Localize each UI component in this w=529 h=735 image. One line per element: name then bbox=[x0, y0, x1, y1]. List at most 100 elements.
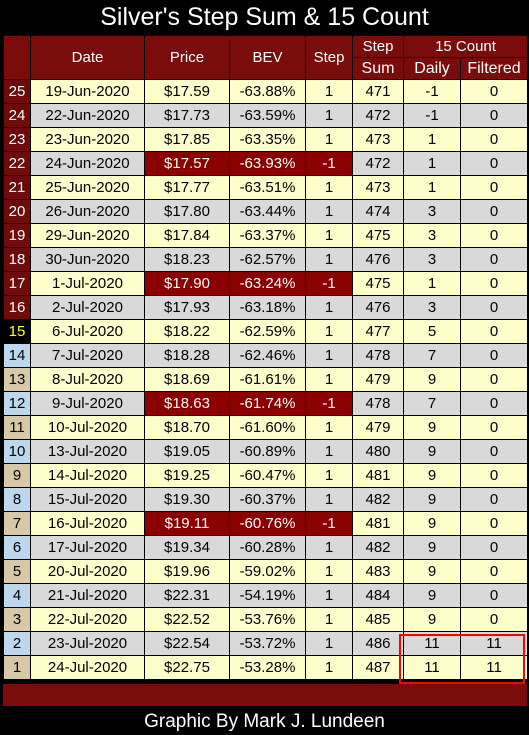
daily-count-cell: -1 bbox=[403, 79, 461, 104]
filtered-count-cell: 0 bbox=[459, 607, 529, 632]
price-cell: $18.70 bbox=[144, 415, 230, 440]
date-cell: 23-Jul-2020 bbox=[30, 631, 145, 656]
step-sum-cell: 481 bbox=[352, 463, 404, 488]
step-sum-cell: 485 bbox=[352, 607, 404, 632]
bev-cell: -63.93% bbox=[229, 151, 306, 176]
date-cell: 9-Jul-2020 bbox=[30, 391, 145, 416]
step-sum-cell: 487 bbox=[352, 655, 404, 680]
daily-count-cell: 9 bbox=[403, 487, 461, 512]
table-row: 9 14-Jul-2020 $19.25 -60.47% 1 481 9 0 bbox=[3, 463, 529, 488]
row-number: 18 bbox=[3, 247, 31, 272]
step-sum-cell: 479 bbox=[352, 415, 404, 440]
row-number: 15 bbox=[3, 319, 31, 344]
step-cell: 1 bbox=[305, 319, 353, 344]
filtered-count-cell: 0 bbox=[459, 223, 529, 248]
step-header: Step bbox=[305, 35, 353, 80]
table-row: 4 21-Jul-2020 $22.31 -54.19% 1 484 9 0 bbox=[3, 583, 529, 608]
row-number: 24 bbox=[3, 103, 31, 128]
table-row: 23 23-Jun-2020 $17.85 -63.35% 1 473 1 0 bbox=[3, 127, 529, 152]
row-number: 21 bbox=[3, 175, 31, 200]
daily-header: Daily bbox=[403, 57, 461, 80]
table-row: 22 24-Jun-2020 $17.57 -63.93% -1 472 1 0 bbox=[3, 151, 529, 176]
step-cell: 1 bbox=[305, 631, 353, 656]
filtered-count-cell: 0 bbox=[459, 151, 529, 176]
step-cell: -1 bbox=[305, 391, 353, 416]
row-number: 2 bbox=[3, 631, 31, 656]
table-row: 12 9-Jul-2020 $18.63 -61.74% -1 478 7 0 bbox=[3, 391, 529, 416]
bev-cell: -63.88% bbox=[229, 79, 306, 104]
filtered-count-cell: 0 bbox=[459, 79, 529, 104]
row-number: 22 bbox=[3, 151, 31, 176]
filtered-count-cell: 0 bbox=[459, 415, 529, 440]
price-cell: $17.73 bbox=[144, 103, 230, 128]
bev-cell: -59.02% bbox=[229, 559, 306, 584]
filtered-count-cell: 0 bbox=[459, 175, 529, 200]
step-sum-cell: 486 bbox=[352, 631, 404, 656]
date-cell: 19-Jun-2020 bbox=[30, 79, 145, 104]
row-number: 10 bbox=[3, 439, 31, 464]
bev-cell: -62.46% bbox=[229, 343, 306, 368]
step-cell: 1 bbox=[305, 79, 353, 104]
row-number: 7 bbox=[3, 511, 31, 536]
step-sum-cell: 479 bbox=[352, 367, 404, 392]
filtered-count-cell: 0 bbox=[459, 391, 529, 416]
row-number: 9 bbox=[3, 463, 31, 488]
filtered-count-cell: 0 bbox=[459, 127, 529, 152]
date-cell: 25-Jun-2020 bbox=[30, 175, 145, 200]
step-sum-cell: 473 bbox=[352, 175, 404, 200]
table-row: 24 22-Jun-2020 $17.73 -63.59% 1 472 -1 0 bbox=[3, 103, 529, 128]
daily-count-cell: 1 bbox=[403, 151, 461, 176]
daily-count-cell: 3 bbox=[403, 247, 461, 272]
daily-count-cell: 9 bbox=[403, 439, 461, 464]
date-header: Date bbox=[30, 35, 145, 80]
price-cell: $19.96 bbox=[144, 559, 230, 584]
bev-cell: -53.72% bbox=[229, 631, 306, 656]
daily-count-cell: 9 bbox=[403, 415, 461, 440]
table-row: 5 20-Jul-2020 $19.96 -59.02% 1 483 9 0 bbox=[3, 559, 529, 584]
step-sum-header-bottom: Sum bbox=[352, 57, 404, 80]
price-cell: $18.22 bbox=[144, 319, 230, 344]
step-cell: -1 bbox=[305, 511, 353, 536]
filtered-count-cell: 0 bbox=[459, 439, 529, 464]
date-cell: 17-Jul-2020 bbox=[30, 535, 145, 560]
step-cell: 1 bbox=[305, 607, 353, 632]
step-sum-cell: 478 bbox=[352, 391, 404, 416]
bev-cell: -53.76% bbox=[229, 607, 306, 632]
table-row: 10 13-Jul-2020 $19.05 -60.89% 1 480 9 0 bbox=[3, 439, 529, 464]
step-sum-cell: 482 bbox=[352, 487, 404, 512]
table-row: 8 15-Jul-2020 $19.30 -60.37% 1 482 9 0 bbox=[3, 487, 529, 512]
price-cell: $18.23 bbox=[144, 247, 230, 272]
row-number: 8 bbox=[3, 487, 31, 512]
date-cell: 21-Jul-2020 bbox=[30, 583, 145, 608]
table-row: 17 1-Jul-2020 $17.90 -63.24% -1 475 1 0 bbox=[3, 271, 529, 296]
date-cell: 2-Jul-2020 bbox=[30, 295, 145, 320]
row-number: 17 bbox=[3, 271, 31, 296]
step-sum-cell: 480 bbox=[352, 439, 404, 464]
table-row: 16 2-Jul-2020 $17.93 -63.18% 1 476 3 0 bbox=[3, 295, 529, 320]
step-sum-cell: 484 bbox=[352, 583, 404, 608]
row-number: 11 bbox=[3, 415, 31, 440]
price-cell: $19.30 bbox=[144, 487, 230, 512]
filtered-count-cell: 0 bbox=[459, 487, 529, 512]
step-cell: -1 bbox=[305, 271, 353, 296]
row-number: 20 bbox=[3, 199, 31, 224]
table-footer-bar bbox=[3, 684, 527, 706]
graphic-credit: Graphic By Mark J. Lundeen bbox=[144, 710, 385, 732]
daily-count-cell: 9 bbox=[403, 463, 461, 488]
step-sum-cell: 477 bbox=[352, 319, 404, 344]
daily-count-cell: 9 bbox=[403, 511, 461, 536]
price-cell: $18.69 bbox=[144, 367, 230, 392]
page-title: Silver's Step Sum & 15 Count bbox=[100, 2, 429, 31]
table-row: 1 24-Jul-2020 $22.75 -53.28% 1 487 11 11 bbox=[3, 655, 529, 680]
step-cell: 1 bbox=[305, 559, 353, 584]
filtered-count-cell: 0 bbox=[459, 103, 529, 128]
date-cell: 16-Jul-2020 bbox=[30, 511, 145, 536]
row-number: 25 bbox=[3, 79, 31, 104]
step-cell: -1 bbox=[305, 151, 353, 176]
step-cell: 1 bbox=[305, 247, 353, 272]
table-row: 20 26-Jun-2020 $17.80 -63.44% 1 474 3 0 bbox=[3, 199, 529, 224]
table-row: 3 22-Jul-2020 $22.52 -53.76% 1 485 9 0 bbox=[3, 607, 529, 632]
step-sum-header-top: Step bbox=[352, 35, 404, 58]
row-number: 19 bbox=[3, 223, 31, 248]
price-cell: $17.80 bbox=[144, 199, 230, 224]
